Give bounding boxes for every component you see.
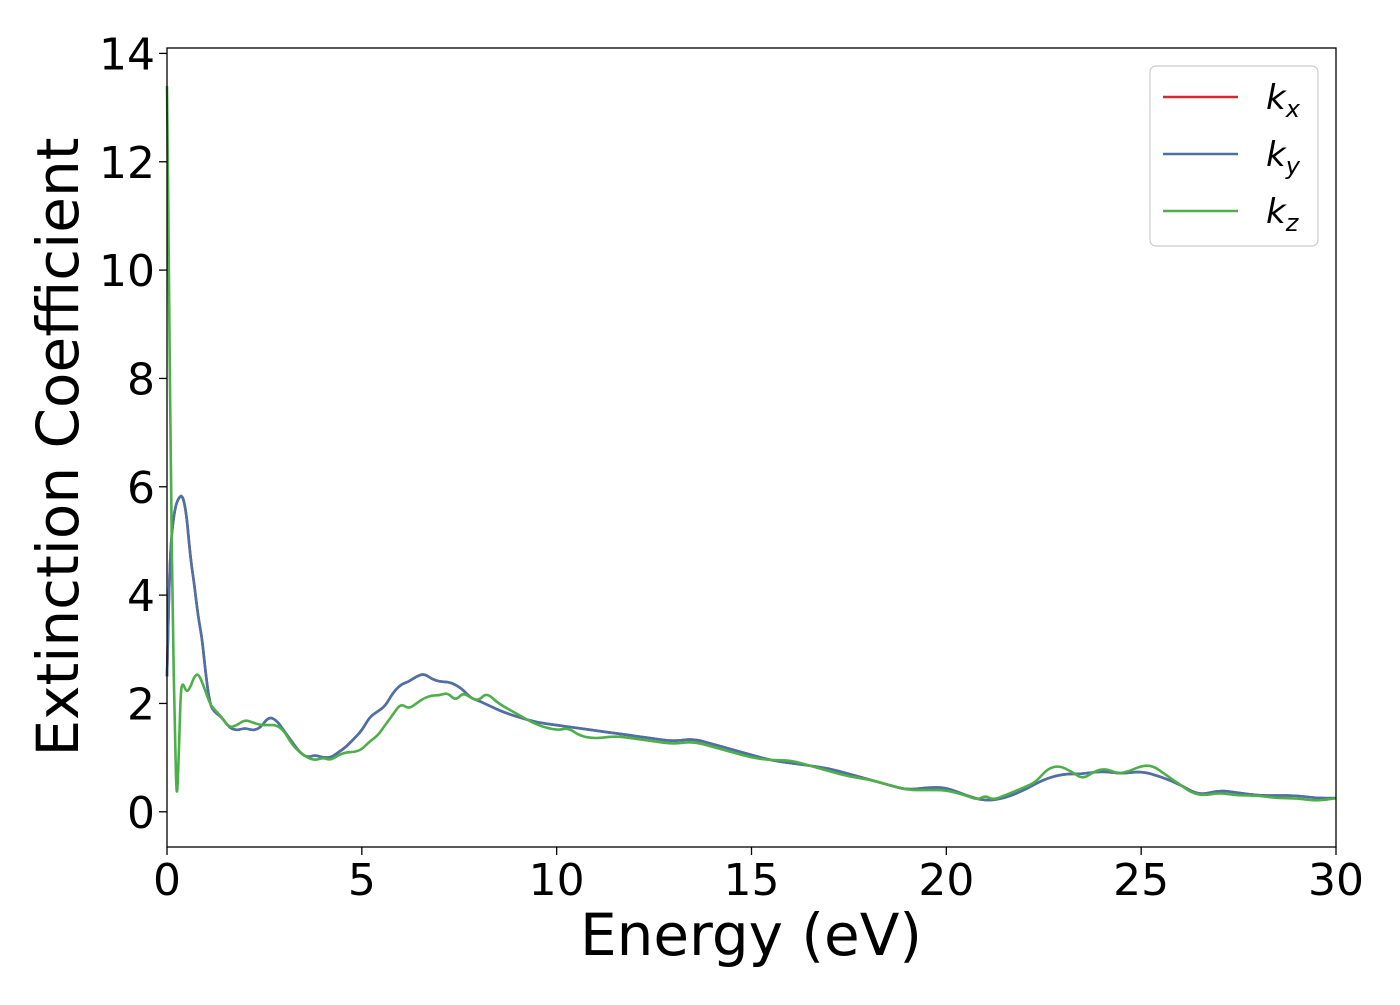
y-tick-label: 14	[99, 29, 155, 80]
y-tick-label: 4	[127, 571, 155, 622]
y-tick-label: 10	[99, 246, 155, 297]
x-axis-label: Energy (eV)	[580, 901, 922, 969]
y-tick-label: 12	[99, 138, 155, 189]
legend-label-subscript: x	[1285, 95, 1301, 123]
y-tick-label: 6	[127, 463, 155, 514]
x-tick-label: 20	[918, 855, 974, 906]
y-axis-label: Extinction Coefficient	[24, 138, 92, 757]
x-tick-label: 25	[1113, 855, 1169, 906]
y-tick-label: 0	[127, 788, 155, 839]
legend-label-main: k	[1266, 78, 1287, 118]
x-tick-label: 30	[1308, 855, 1364, 906]
legend-label-ky: ky	[1266, 135, 1301, 180]
x-tick-label: 5	[348, 855, 376, 906]
y-tick-label: 8	[127, 354, 155, 405]
y-tick-label: 2	[127, 679, 155, 730]
legend-label-kz: kz	[1266, 192, 1300, 237]
x-tick-label: 15	[724, 855, 780, 906]
legend-box	[1149, 65, 1319, 247]
legend-label-main: k	[1266, 135, 1287, 175]
legend-label-subscript: z	[1285, 209, 1300, 237]
x-tick-label: 10	[529, 855, 585, 906]
y-axis-ticks: 0 2 4 6 8 10 12 14	[99, 29, 167, 839]
series-layer	[165, 85, 1337, 802]
legend-label-main: k	[1266, 192, 1287, 232]
plot-background	[167, 48, 1336, 847]
x-axis-ticks: 0 5 10 15 20 25 30	[153, 847, 1364, 906]
series-line-kz	[165, 85, 1337, 802]
x-tick-label: 0	[153, 855, 181, 906]
legend-label-subscript: y	[1285, 152, 1301, 180]
legend-label-kx: kx	[1266, 78, 1301, 123]
